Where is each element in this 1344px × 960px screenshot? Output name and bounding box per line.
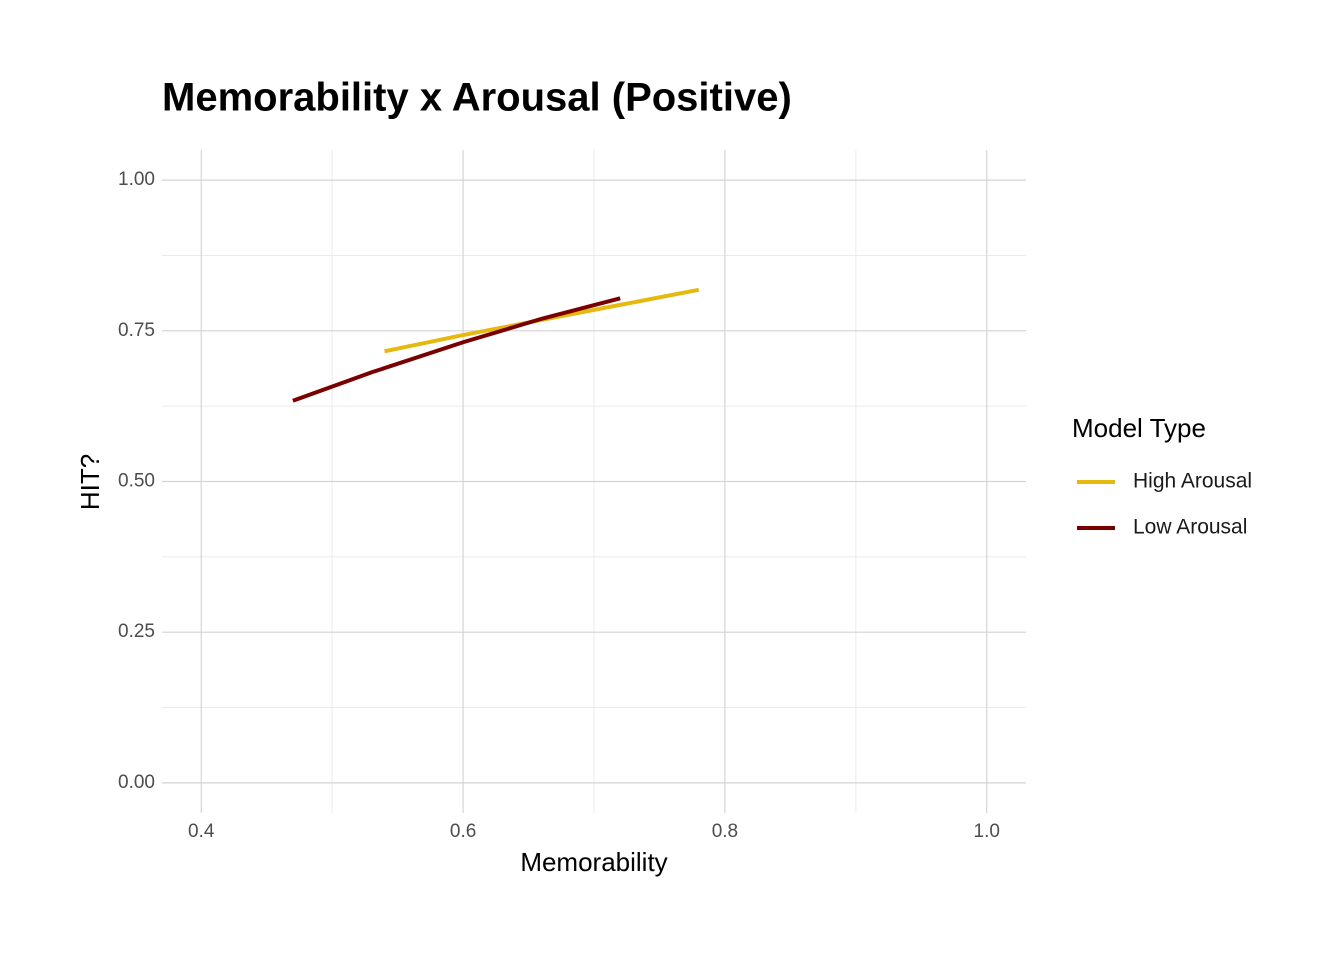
x-tick-label: 0.6 — [450, 821, 476, 842]
data-line — [292, 296, 621, 403]
y-tick-label: 0.75 — [118, 320, 155, 341]
legend-label: Low Arousal — [1133, 516, 1247, 539]
y-tick-label: 0.50 — [118, 471, 155, 492]
chart-title: Memorability x Arousal (Positive) — [162, 76, 792, 120]
y-tick-label: 0.00 — [118, 772, 155, 793]
x-tick-label: 1.0 — [974, 821, 1000, 842]
x-axis-label: Memorability — [520, 847, 667, 877]
x-tick-label: 0.4 — [188, 821, 215, 842]
x-tick-label: 0.8 — [712, 821, 738, 842]
legend-label: High Arousal — [1133, 470, 1252, 493]
y-tick-label: 0.25 — [118, 621, 155, 642]
y-axis-label: HIT? — [75, 454, 105, 510]
legend-title: Model Type — [1072, 413, 1206, 443]
y-tick-label: 1.00 — [118, 169, 155, 190]
